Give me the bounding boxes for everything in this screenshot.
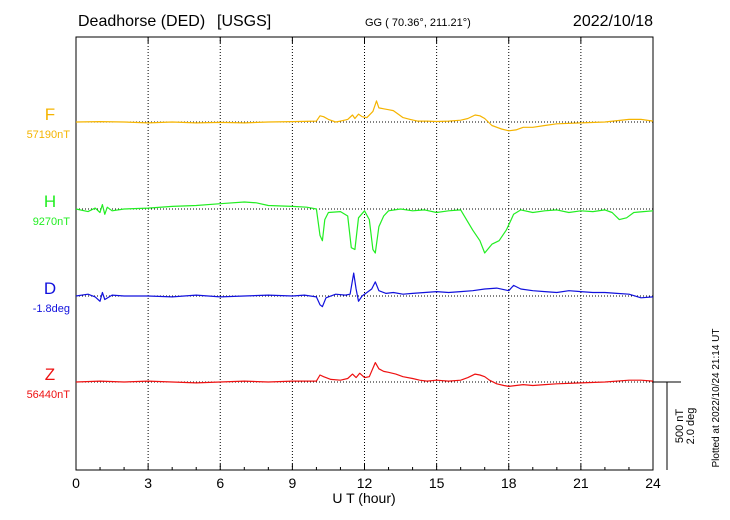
x-tick-label: 24: [645, 475, 661, 491]
series-name-z: Z: [45, 365, 55, 384]
x-tick-label: 18: [501, 475, 517, 491]
coords-label: GG ( 70.36°, 211.21°): [365, 17, 471, 29]
series-baseline-z: 56440nT: [27, 389, 71, 401]
series-baseline-f: 57190nT: [27, 129, 71, 141]
x-tick-label: 15: [429, 475, 445, 491]
x-tick-label: 0: [72, 475, 80, 491]
scale-bar-nt: 500 nT: [674, 409, 686, 444]
series-baseline-d: -1.8deg: [33, 303, 70, 315]
series-line-d: [75, 272, 654, 308]
station-title: Deadhorse (DED): [78, 13, 205, 30]
plotted-timestamp: Plotted at 2022/10/24 21:14 UT: [711, 329, 722, 468]
series-group: F 57190nT H 9270nT D -1.8deg Z 56440nT: [27, 100, 654, 401]
series-baseline-h: 9270nT: [33, 216, 71, 228]
x-tick-label: 12: [357, 475, 373, 491]
x-axis-label: U T (hour): [332, 490, 395, 506]
series-line-h: [75, 201, 654, 254]
x-tick-label: 3: [144, 475, 152, 491]
x-tick-label: 21: [573, 475, 589, 491]
x-axis: 0 3 6 9 12 15 18 21 24: [72, 37, 661, 491]
scale-bar: 500 nT 2.0 deg: [653, 381, 697, 470]
series-name-h: H: [44, 192, 56, 211]
x-tick-label: 6: [216, 475, 224, 491]
network-label: [USGS]: [217, 13, 271, 30]
x-tick-label: 9: [288, 475, 296, 491]
grid-lines: [147, 37, 582, 470]
scale-bar-deg: 2.0 deg: [685, 408, 697, 445]
series-line-z: [75, 362, 654, 387]
series-name-f: F: [45, 105, 55, 124]
series-name-d: D: [44, 279, 56, 298]
date-label: 2022/10/18: [573, 13, 653, 30]
series-line-f: [75, 100, 654, 132]
